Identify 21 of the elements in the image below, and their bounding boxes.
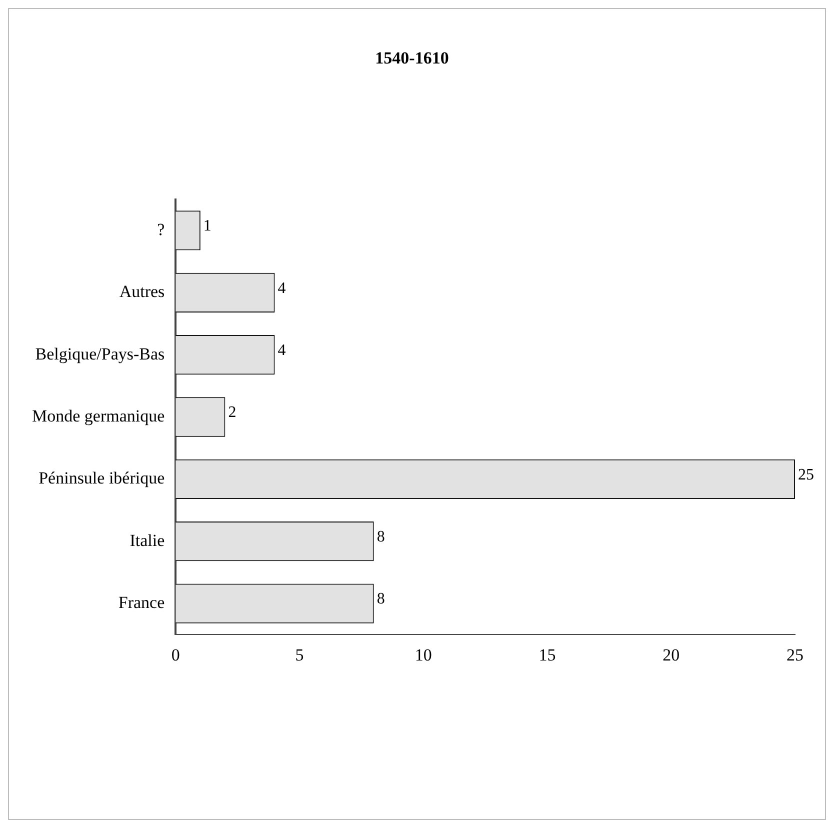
y-tick-label: Péninsule ibérique [38, 468, 165, 488]
x-tick-label: 0 [171, 645, 180, 664]
y-tick-label: Belgique/Pays-Bas [35, 344, 165, 364]
y-tick-label: France [118, 592, 165, 612]
x-tick-label: 10 [414, 645, 432, 664]
data-label: 8 [376, 590, 385, 608]
data-label: 25 [798, 466, 814, 484]
data-label: 8 [376, 528, 385, 546]
data-label: 1 [203, 218, 212, 235]
y-tick-label: ? [157, 220, 165, 239]
data-label: 2 [228, 404, 236, 422]
chart-title: 1540-1610 [375, 48, 449, 68]
y-tick-label: Monde germanique [32, 406, 165, 426]
y-tick-label: Autres [119, 282, 165, 302]
y-tick-label: Italie [130, 530, 165, 550]
data-label: 4 [278, 342, 286, 360]
data-label: 4 [278, 280, 286, 297]
x-tick-label: 20 [662, 645, 680, 664]
x-tick-label: 15 [538, 645, 556, 664]
x-tick-label: 5 [295, 645, 304, 664]
x-tick-label: 25 [786, 645, 804, 664]
